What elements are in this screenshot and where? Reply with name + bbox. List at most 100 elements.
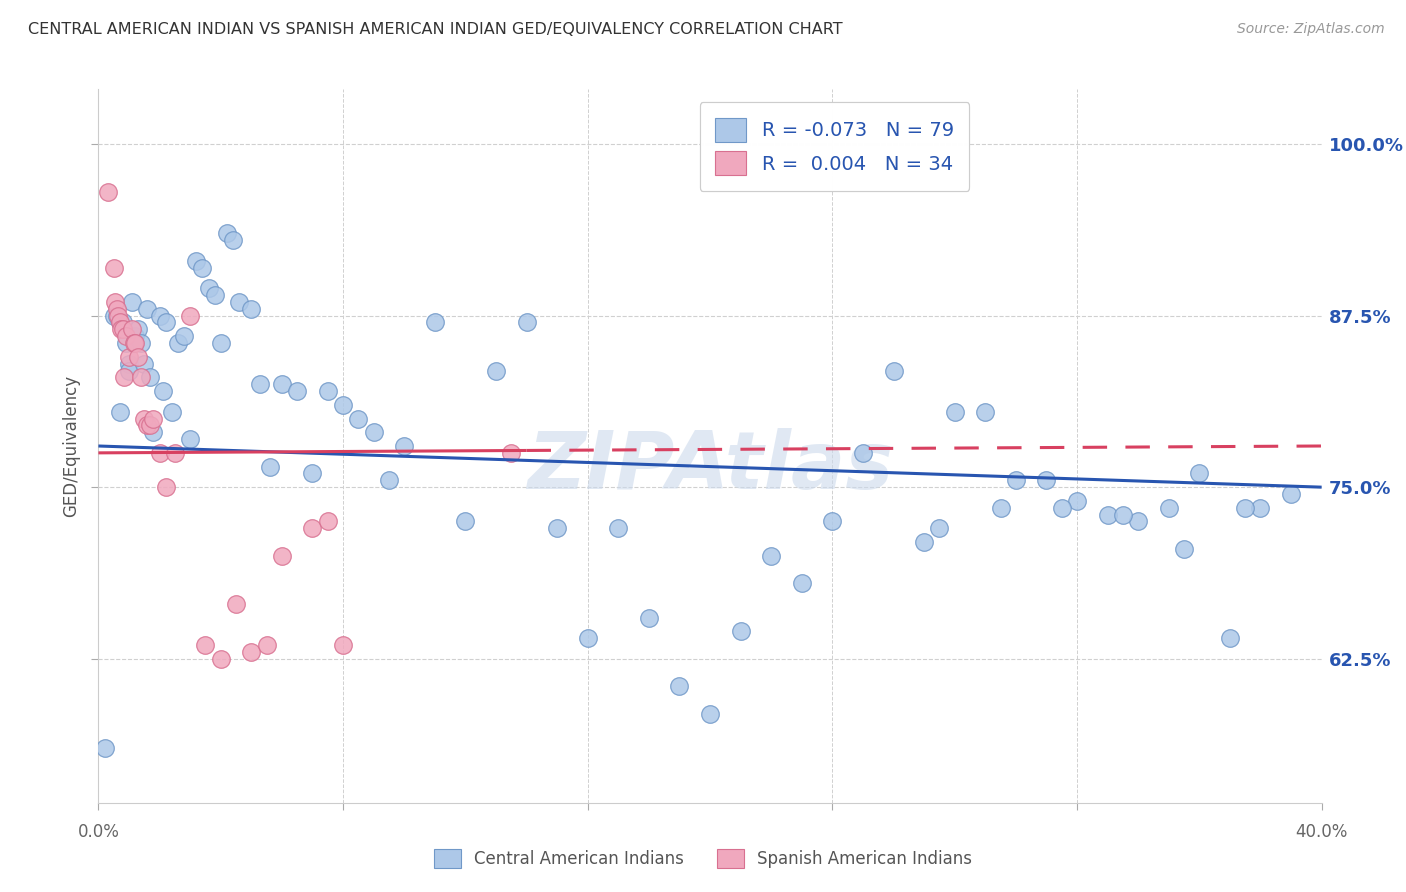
Point bbox=[121, 294, 143, 309]
Point bbox=[1234, 500, 1257, 515]
Point bbox=[127, 350, 149, 364]
Point bbox=[179, 432, 201, 446]
Point bbox=[316, 384, 339, 398]
Point bbox=[607, 521, 630, 535]
Point bbox=[215, 227, 238, 241]
Point bbox=[142, 411, 165, 425]
Point bbox=[1035, 473, 1057, 487]
Point bbox=[301, 521, 323, 535]
Point bbox=[943, 405, 966, 419]
Point bbox=[111, 316, 134, 330]
Point bbox=[204, 288, 226, 302]
Point bbox=[225, 597, 247, 611]
Point bbox=[699, 706, 721, 721]
Point bbox=[139, 370, 162, 384]
Point bbox=[485, 363, 508, 377]
Point bbox=[1173, 541, 1195, 556]
Point bbox=[197, 281, 219, 295]
Point bbox=[160, 405, 183, 419]
Point bbox=[186, 253, 208, 268]
Point bbox=[118, 350, 141, 364]
Point bbox=[990, 500, 1012, 515]
Point bbox=[228, 294, 250, 309]
Point bbox=[115, 336, 138, 351]
Point bbox=[111, 322, 134, 336]
Point bbox=[179, 309, 201, 323]
Point bbox=[173, 329, 195, 343]
Point bbox=[103, 309, 125, 323]
Point bbox=[103, 260, 125, 275]
Point bbox=[167, 336, 190, 351]
Point bbox=[392, 439, 416, 453]
Point bbox=[152, 384, 174, 398]
Point bbox=[1219, 631, 1241, 645]
Point bbox=[270, 549, 294, 563]
Point bbox=[928, 521, 950, 535]
Point bbox=[332, 398, 354, 412]
Point bbox=[285, 384, 308, 398]
Text: ZIPAtlas: ZIPAtlas bbox=[527, 428, 893, 507]
Text: Source: ZipAtlas.com: Source: ZipAtlas.com bbox=[1237, 22, 1385, 37]
Point bbox=[209, 336, 232, 351]
Point bbox=[454, 515, 477, 529]
Point bbox=[97, 185, 120, 199]
Point bbox=[256, 638, 278, 652]
Point bbox=[108, 316, 131, 330]
Point bbox=[139, 418, 162, 433]
Point bbox=[129, 336, 152, 351]
Point bbox=[209, 651, 232, 665]
Point bbox=[852, 446, 875, 460]
Point bbox=[222, 233, 245, 247]
Point bbox=[1066, 494, 1088, 508]
Point bbox=[108, 405, 131, 419]
Point bbox=[124, 329, 146, 343]
Point bbox=[134, 357, 156, 371]
Point bbox=[240, 645, 263, 659]
Point bbox=[105, 301, 128, 316]
Point bbox=[127, 322, 149, 336]
Text: CENTRAL AMERICAN INDIAN VS SPANISH AMERICAN INDIAN GED/EQUIVALENCY CORRELATION C: CENTRAL AMERICAN INDIAN VS SPANISH AMERI… bbox=[28, 22, 842, 37]
Point bbox=[912, 535, 935, 549]
Point bbox=[149, 446, 172, 460]
Point bbox=[155, 480, 177, 494]
Point bbox=[259, 459, 281, 474]
Point bbox=[1050, 500, 1073, 515]
Point bbox=[363, 425, 385, 440]
Point bbox=[576, 631, 599, 645]
Point bbox=[1112, 508, 1135, 522]
Point bbox=[142, 425, 165, 440]
Point bbox=[761, 549, 783, 563]
Point bbox=[118, 363, 141, 377]
Text: 0.0%: 0.0% bbox=[77, 823, 120, 841]
Point bbox=[149, 309, 172, 323]
Point bbox=[974, 405, 997, 419]
Point bbox=[332, 638, 354, 652]
Point bbox=[194, 638, 217, 652]
Point bbox=[136, 418, 159, 433]
Point bbox=[270, 377, 294, 392]
Point bbox=[122, 336, 145, 351]
Point bbox=[347, 411, 370, 425]
Legend: Central American Indians, Spanish American Indians: Central American Indians, Spanish Americ… bbox=[427, 842, 979, 875]
Point bbox=[163, 446, 186, 460]
Point bbox=[1279, 487, 1302, 501]
Point bbox=[1188, 467, 1211, 481]
Legend: R = -0.073   N = 79, R =  0.004   N = 34: R = -0.073 N = 79, R = 0.004 N = 34 bbox=[700, 103, 969, 191]
Point bbox=[730, 624, 752, 639]
Point bbox=[1004, 473, 1026, 487]
Point bbox=[124, 336, 146, 351]
Point bbox=[1157, 500, 1180, 515]
Point bbox=[378, 473, 401, 487]
Point bbox=[107, 309, 129, 323]
Point bbox=[104, 294, 127, 309]
Y-axis label: GED/Equivalency: GED/Equivalency bbox=[62, 375, 80, 517]
Point bbox=[301, 467, 323, 481]
Point bbox=[1128, 515, 1150, 529]
Point bbox=[1097, 508, 1119, 522]
Point bbox=[136, 301, 159, 316]
Point bbox=[883, 363, 905, 377]
Point bbox=[108, 316, 131, 330]
Point bbox=[105, 309, 128, 323]
Point bbox=[249, 377, 271, 392]
Point bbox=[501, 446, 523, 460]
